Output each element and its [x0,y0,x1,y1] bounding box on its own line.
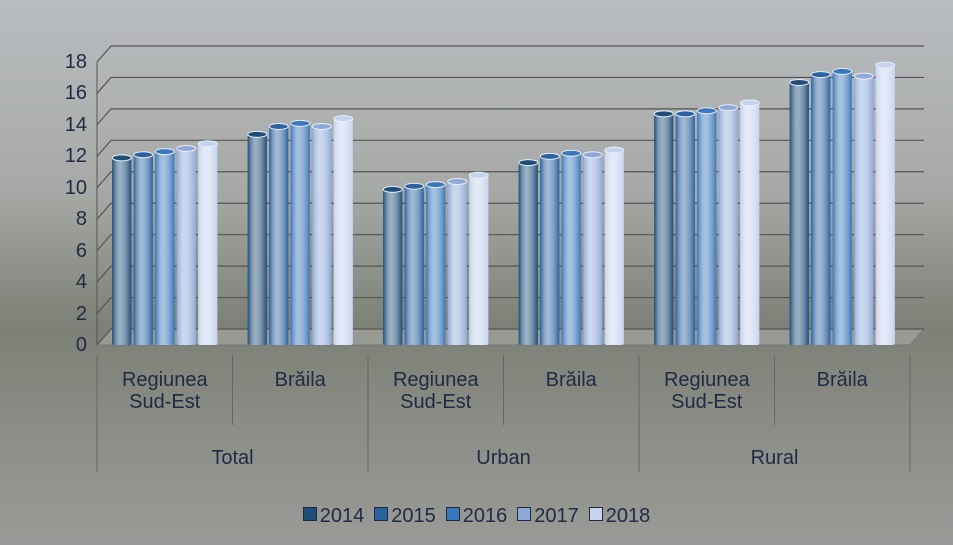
grid-line [97,46,924,62]
bar-top [562,150,581,156]
legend-label: 2016 [463,505,508,527]
bar-top [383,186,402,192]
x-tick-label: Regiunea Sud-Est [110,369,220,413]
bar-top [583,152,602,158]
y-tick-label: 18 [37,52,87,72]
y-tick-label: 4 [37,272,87,292]
bar-shine [334,119,353,345]
chart: 2014 2015 2016 2017 2018 0 2 4 6 8 10 12 14 16 18 Regi… [0,0,953,545]
bar-top [448,178,467,184]
y-tick-label: 2 [37,304,87,324]
legend-label: 2017 [534,505,579,527]
bar-shine [833,71,852,345]
bar-shine [562,153,581,345]
bar-shine [811,75,830,345]
bar-shine [540,156,559,345]
bar-top [405,183,424,189]
bar-shine [854,76,873,345]
bar-top [312,123,331,129]
bar-top [469,172,488,178]
bar-top [519,160,538,166]
bar-shine [405,186,424,345]
legend-label: 2014 [320,505,365,527]
bar-top [790,79,809,85]
bar-shine [469,175,488,345]
bar-shine [519,163,538,345]
bar-top [134,152,153,158]
bar-shine [155,152,174,345]
bar-top [540,153,559,159]
legend-swatch [374,507,388,521]
y-tick-label: 16 [37,83,87,103]
legend-item: 2014 [303,505,365,528]
bar-top [811,72,830,78]
bar-shine [448,181,467,345]
group-label: Rural [715,447,835,469]
bar-shine [134,155,153,345]
legend-item: 2018 [589,505,651,528]
bar-top [269,123,288,129]
bar-shine [198,144,217,345]
legend-label: 2018 [606,505,651,527]
bar-top [719,105,738,111]
legend-swatch [446,507,460,521]
bar-shine [719,108,738,345]
x-tick-label: Regiunea Sud-Est [652,369,762,413]
legend-swatch [589,507,603,521]
bar-shine [876,65,895,345]
bar-top [112,155,131,161]
bar-top [155,149,174,155]
bar-top [426,182,445,188]
group-label: Urban [444,447,564,469]
bar-shine [248,134,267,345]
bar-shine [790,82,809,345]
bar-shine [312,126,331,345]
bar-shine [291,123,310,345]
legend: 2014 2015 2016 2017 2018 [0,505,953,528]
bar-top [676,111,695,117]
legend-item: 2017 [517,505,579,528]
bar-top [854,73,873,79]
group-label: Total [173,447,293,469]
bar-top [833,68,852,74]
bar-shine [269,126,288,345]
bar-shine [583,155,602,345]
y-tick-label: 14 [37,115,87,135]
bar-top [177,145,196,151]
bar-shine [177,148,196,345]
bar-shine [697,111,716,345]
bar-top [248,131,267,137]
legend-item: 2015 [374,505,436,528]
bar-shine [676,114,695,345]
x-tick-label: Brăila [787,369,897,391]
y-tick-label: 0 [37,335,87,355]
legend-item: 2016 [446,505,508,528]
bar-top [654,111,673,117]
legend-swatch [303,507,317,521]
bar-shine [740,103,759,345]
bar-shine [426,185,445,345]
bar-shine [654,114,673,345]
bar-top [334,116,353,122]
bar-shine [605,150,624,345]
bar-top [697,108,716,114]
y-tick-label: 10 [37,178,87,198]
x-tick-label: Brăila [245,369,355,391]
x-tick-label: Brăila [516,369,626,391]
bar-top [291,120,310,126]
y-tick-label: 6 [37,241,87,261]
bar-top [740,100,759,106]
y-tick-label: 12 [37,146,87,166]
bar-top [198,141,217,147]
bar-top [605,147,624,153]
bar-top [876,62,895,68]
bar-shine [383,189,402,345]
legend-label: 2015 [391,505,436,527]
y-tick-label: 8 [37,209,87,229]
legend-swatch [517,507,531,521]
x-tick-label: Regiunea Sud-Est [381,369,491,413]
bar-shine [112,158,131,345]
